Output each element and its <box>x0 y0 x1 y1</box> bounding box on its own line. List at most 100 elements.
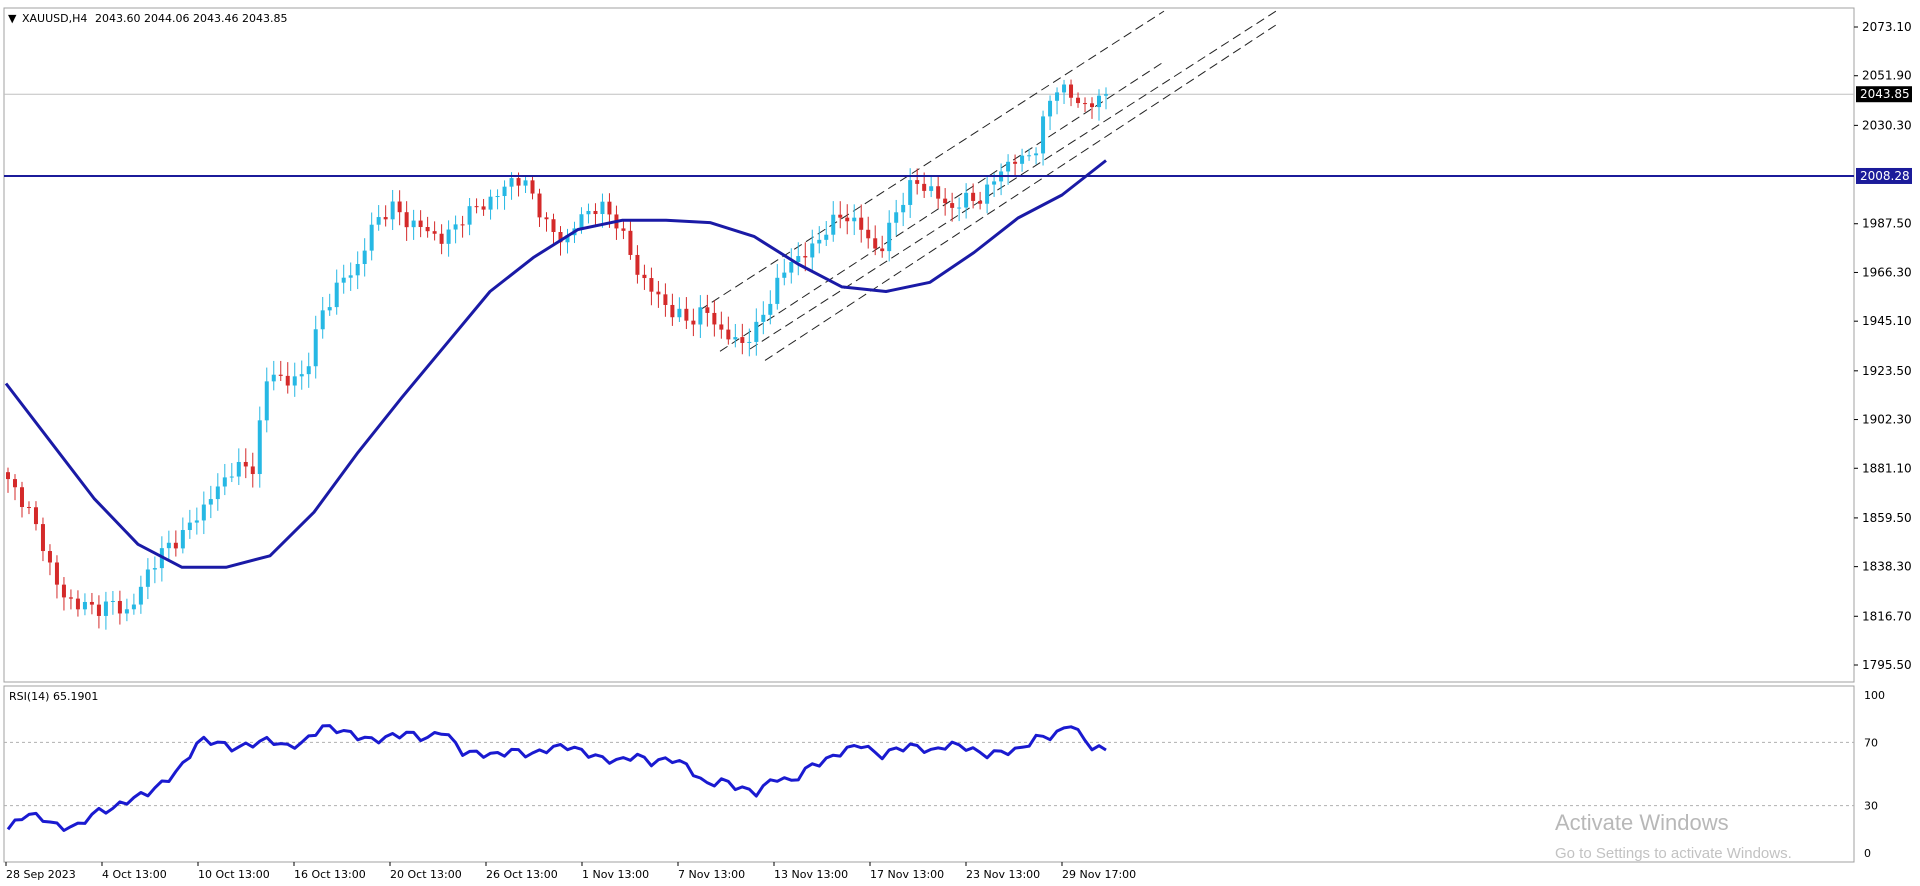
price-tick-label: 1881.10 <box>1862 461 1912 475</box>
candle-bear <box>47 551 52 563</box>
candle-bull <box>1034 153 1039 156</box>
candle-bear <box>460 224 465 226</box>
candle-bear <box>971 192 976 201</box>
candle-bear <box>551 219 556 232</box>
ohlc-values: 2043.60 2044.06 2043.46 2043.85 <box>95 12 287 25</box>
time-tick-label: 17 Nov 13:00 <box>870 868 944 881</box>
candle-bull <box>852 217 857 222</box>
candle-bull <box>229 476 234 478</box>
candle-bear <box>845 217 850 222</box>
candle-bull <box>208 499 213 505</box>
candle-bear <box>250 466 255 475</box>
candle-bull <box>348 275 353 278</box>
candle-bear <box>740 337 745 343</box>
candle-bull <box>194 520 199 523</box>
candle-bull <box>789 262 794 273</box>
candle-bull <box>817 239 822 244</box>
candle-bull <box>369 224 374 251</box>
candle-bull <box>110 600 115 602</box>
symbol-label: XAUUSD,H4 <box>22 12 87 25</box>
channel-line-1 <box>699 10 1165 311</box>
level-line[interactable]: 2008.28 <box>4 167 1912 184</box>
price-tick-label: 1923.50 <box>1862 364 1912 378</box>
candle-bull <box>334 282 339 308</box>
time-tick-label: 7 Nov 13:00 <box>678 868 745 881</box>
candle-bear <box>173 542 178 549</box>
candle-bull <box>523 180 528 186</box>
candle-bull <box>824 234 829 240</box>
price-tick-label: 1902.30 <box>1862 413 1912 427</box>
candle-bull <box>992 181 997 185</box>
candle-bull <box>103 601 108 616</box>
current-price-label: 2043.85 <box>1860 87 1910 101</box>
candle-bull <box>215 486 220 500</box>
candle-bull <box>271 374 276 382</box>
candle-bear <box>866 229 871 239</box>
candle-bear <box>530 180 535 194</box>
time-axis: 28 Sep 2023 4 Oct 13:00 10 Oct 13:00 16 Oct… <box>5 862 1136 881</box>
moving-average-line <box>4 159 1107 569</box>
candle-bull <box>236 461 241 477</box>
candle-bear <box>915 180 920 184</box>
candle-bear <box>418 220 423 228</box>
candle-bear <box>481 206 486 210</box>
candle-bull <box>831 214 836 235</box>
candle-bear <box>439 233 444 244</box>
price-tick-label: 1795.50 <box>1862 658 1912 672</box>
candle-bear <box>96 604 101 616</box>
candle-bear <box>397 201 402 213</box>
candle-bear <box>803 256 808 258</box>
candle-bear <box>26 507 31 509</box>
candle-bear <box>516 178 521 186</box>
price-tick-label: 2073.10 <box>1862 20 1912 34</box>
candle-bull <box>761 314 766 322</box>
candle-bear <box>432 231 437 234</box>
candle-bull <box>411 220 416 228</box>
candle-bull <box>810 243 815 258</box>
candle-bull <box>222 477 227 487</box>
candle-bear <box>285 375 290 386</box>
candle-bear <box>54 562 59 585</box>
main-chart-panel[interactable] <box>3 7 1855 683</box>
candle-bull <box>495 196 500 198</box>
current-price-badge <box>1856 86 1912 103</box>
candle-bear <box>649 278 654 292</box>
time-tick-label: 13 Nov 13:00 <box>774 868 848 881</box>
price-tick-label: 1816.70 <box>1862 609 1912 623</box>
candle-bear <box>607 201 612 215</box>
candle-bull <box>306 366 311 375</box>
candle-bull <box>1048 100 1053 117</box>
rsi-panel[interactable] <box>3 685 1855 863</box>
rsi-axis: 100 70 30 0 <box>4 689 1885 860</box>
candle-bull <box>320 310 325 330</box>
candle-bear <box>936 186 941 199</box>
candle-bull <box>355 264 360 276</box>
time-tick-label: 28 Sep 2023 <box>6 868 76 881</box>
candle-bear <box>117 600 122 614</box>
time-tick-label: 4 Oct 13:00 <box>102 868 167 881</box>
candle-bear <box>642 274 647 279</box>
candle-bull <box>313 329 318 367</box>
time-tick-label: 26 Oct 13:00 <box>486 868 558 881</box>
candle-bear <box>558 231 563 243</box>
rsi-tick-label: 100 <box>1864 689 1885 702</box>
candle-bull <box>579 214 584 229</box>
candle-bull <box>453 224 458 230</box>
candle-bull <box>152 568 157 570</box>
candle-bull <box>747 341 752 343</box>
candle-bull <box>698 307 703 325</box>
rsi-line <box>6 724 1107 832</box>
level-price-label: 2008.28 <box>1860 169 1910 183</box>
time-tick-label: 20 Oct 13:00 <box>390 868 462 881</box>
menu-arrow-icon[interactable]: ▼ <box>8 12 17 25</box>
candle-bull <box>887 222 892 252</box>
candle-bear <box>670 304 675 318</box>
candle-bull <box>600 201 605 215</box>
candle-bull <box>502 186 507 197</box>
candle-bear <box>537 193 542 218</box>
candle-bear <box>1083 103 1088 105</box>
candle-bear <box>922 183 927 191</box>
candle-bull <box>145 569 150 587</box>
time-tick-label: 29 Nov 17:00 <box>1062 868 1136 881</box>
